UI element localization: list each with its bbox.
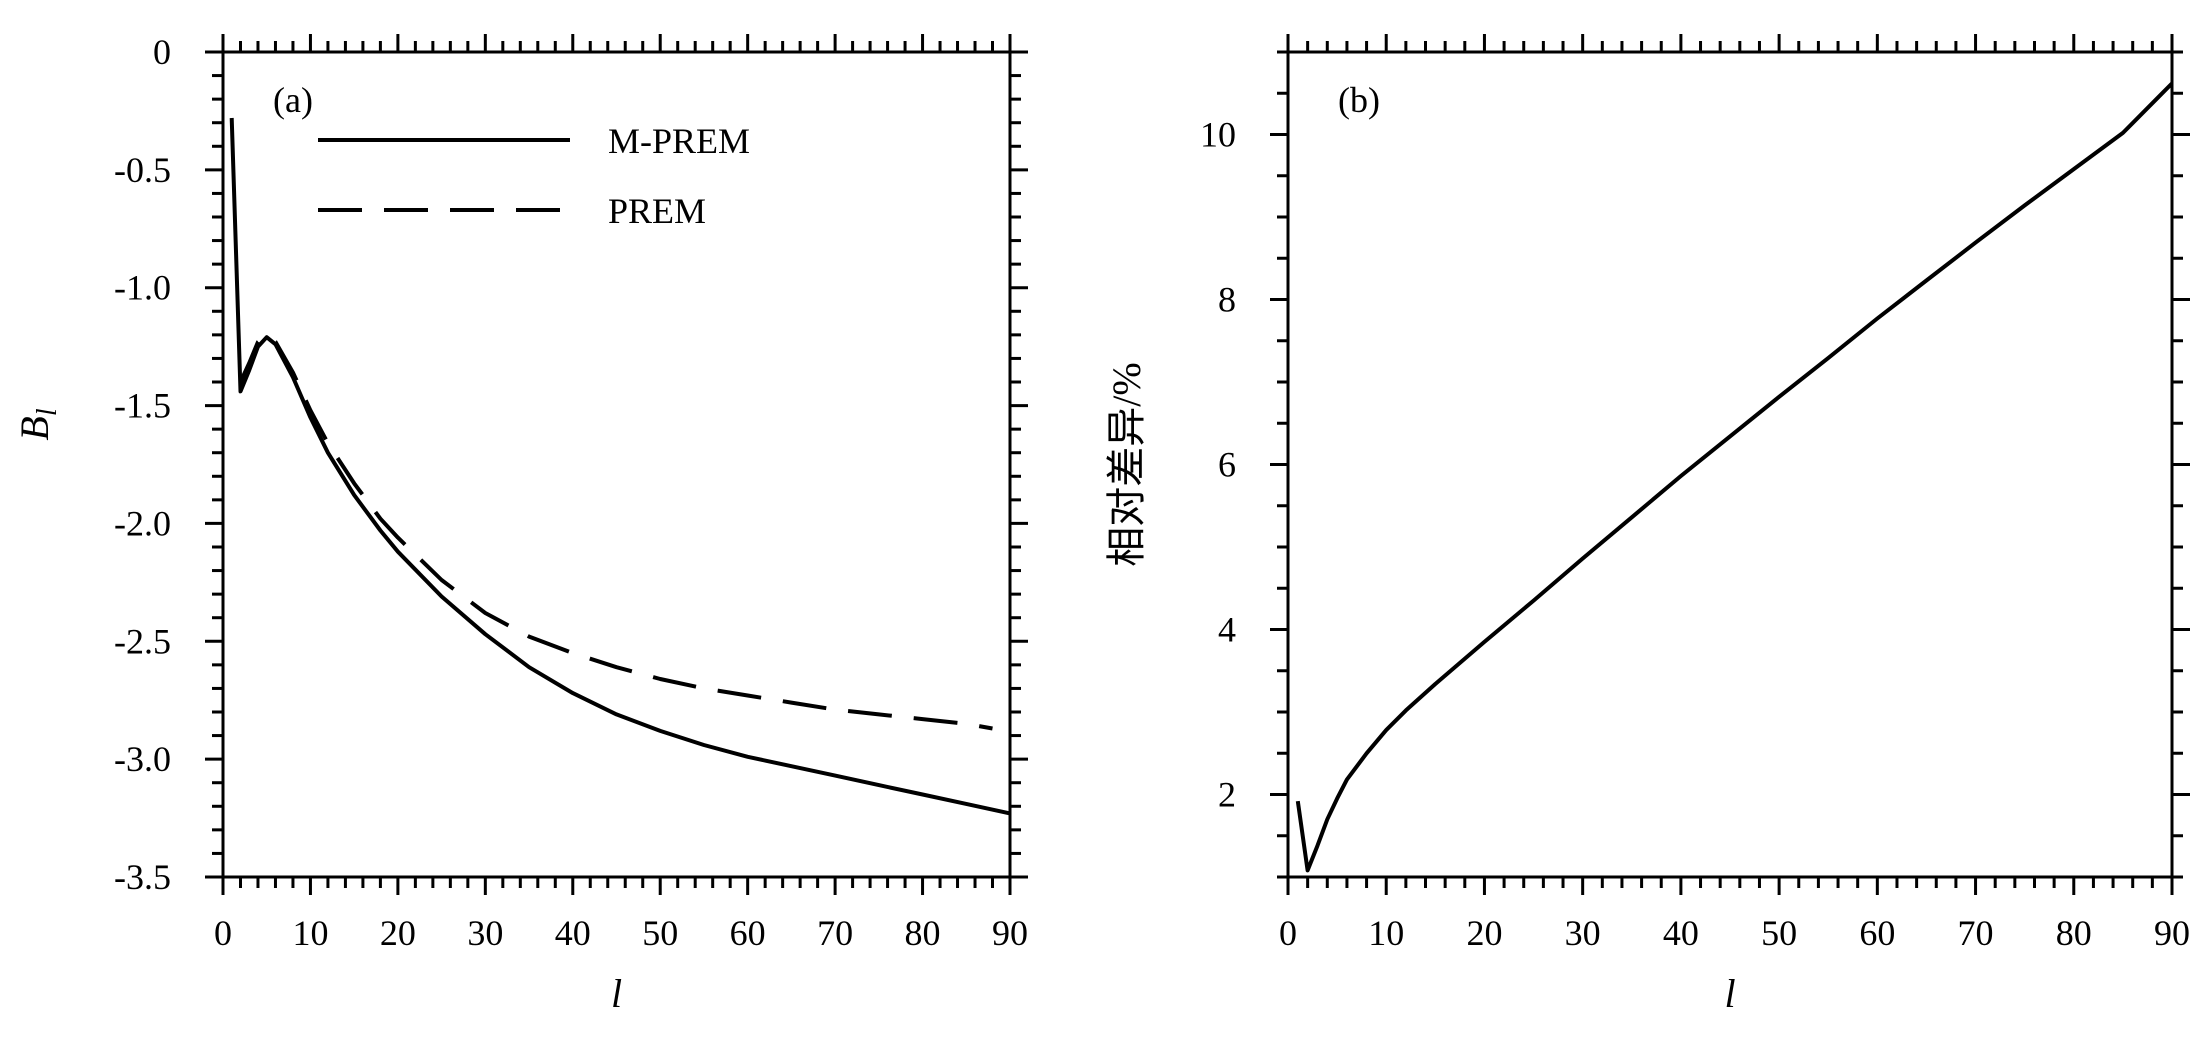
y-tick-label-a: 0 <box>153 32 171 72</box>
y-tick-label-a: -3.0 <box>114 739 171 779</box>
x-tick-label-b: 30 <box>1565 913 1601 953</box>
x-tick-label-a: 20 <box>380 913 416 953</box>
plot-frame-a <box>221 50 1012 879</box>
x-axis-title-a: l <box>611 971 622 1016</box>
series-line-a-m-prem <box>229 117 1011 816</box>
series-line-a-prem <box>238 332 993 731</box>
legend-label-m-prem: M-PREM <box>608 121 750 161</box>
x-tick-label-a: 60 <box>730 913 766 953</box>
series-line-b <box>1295 81 2174 873</box>
x-tick-label-b: 60 <box>1859 913 1895 953</box>
x-tick-label-b: 20 <box>1466 913 1502 953</box>
y-tick-label-b: 2 <box>1218 775 1236 815</box>
x-tick-label-b: 40 <box>1663 913 1699 953</box>
x-tick-label-b: 90 <box>2154 913 2190 953</box>
y-tick-label-a: -1.0 <box>114 268 171 308</box>
y-tick-label-a: -2.5 <box>114 621 171 661</box>
x-axis-title-b: l <box>1724 971 1735 1016</box>
y-axis-title-b: 相对差异/% <box>1104 362 1149 566</box>
x-tick-label-b: 70 <box>1958 913 1994 953</box>
y-tick-label-a: -2.0 <box>114 503 171 543</box>
x-tick-label-a: 30 <box>467 913 503 953</box>
y-tick-label-b: 4 <box>1218 610 1236 650</box>
legend-label-prem: PREM <box>608 191 706 231</box>
y-axis-title-a: Bl <box>12 408 63 440</box>
x-tick-label-b: 0 <box>1279 913 1297 953</box>
x-tick-label-a: 40 <box>555 913 591 953</box>
y-tick-label-a: -0.5 <box>114 150 171 190</box>
y-tick-label-a: -3.5 <box>114 857 171 897</box>
y-tick-label-a: -1.5 <box>114 386 171 426</box>
y-tick-label-b: 6 <box>1218 445 1236 485</box>
panel-a: 0 10 20 30 40 50 60 70 80 90 0 -0.5 -1.0 -1.5 -2.0 -2.5… <box>12 32 1028 1016</box>
x-tick-label-a: 0 <box>214 913 232 953</box>
x-tick-label-b: 80 <box>2056 913 2092 953</box>
panel-label-b: (b) <box>1338 80 1380 120</box>
x-tick-label-a: 50 <box>642 913 678 953</box>
x-tick-label-a: 70 <box>817 913 853 953</box>
x-tick-label-a: 90 <box>992 913 1028 953</box>
y-tick-label-b: 8 <box>1218 280 1236 320</box>
x-tick-label-a: 80 <box>905 913 941 953</box>
plot-frame-b <box>1286 50 2174 879</box>
x-tick-label-b: 10 <box>1368 913 1404 953</box>
x-tick-label-b: 50 <box>1761 913 1797 953</box>
panel-b: 0 10 20 30 40 50 60 70 80 90 2 4 6 8 10 l 相对差异/% (b) <box>1104 34 2190 1016</box>
y-tick-label-b: 10 <box>1200 115 1236 155</box>
x-tick-label-a: 10 <box>292 913 328 953</box>
panel-label-a: (a) <box>273 80 313 120</box>
